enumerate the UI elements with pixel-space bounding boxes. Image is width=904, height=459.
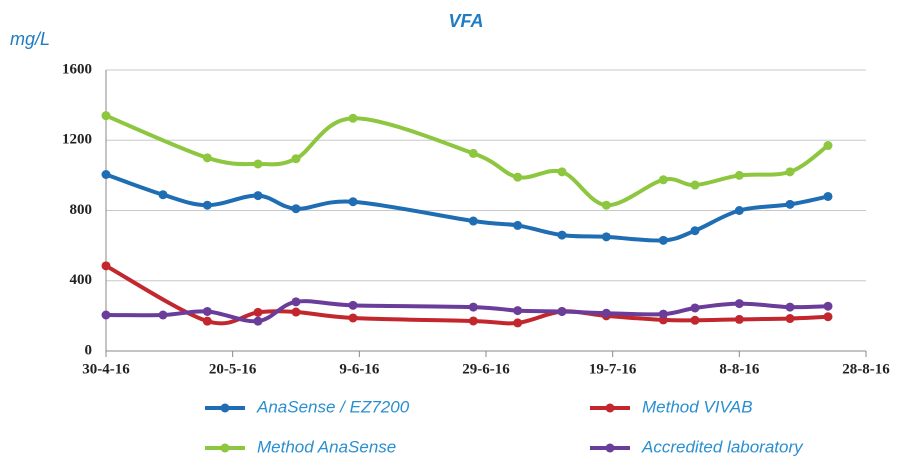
x-tick-label: 9-6-16 xyxy=(339,361,379,377)
x-tick-label: 19-7-16 xyxy=(589,361,637,377)
point xyxy=(468,316,478,326)
point xyxy=(658,235,668,245)
x-tick-label: 20-5-16 xyxy=(209,361,257,377)
y-tick-label: 1200 xyxy=(62,132,92,148)
point xyxy=(785,199,795,209)
point xyxy=(785,167,795,177)
point xyxy=(291,307,301,317)
point xyxy=(557,230,567,240)
y-axis-label: mg/L xyxy=(10,29,50,49)
point xyxy=(468,302,478,312)
point xyxy=(513,306,523,316)
point xyxy=(253,316,263,326)
point xyxy=(158,310,168,320)
x-tick-label: 29-6-16 xyxy=(462,361,510,377)
legend-marker xyxy=(605,443,615,453)
point xyxy=(734,299,744,309)
y-tick-label: 1600 xyxy=(62,61,92,77)
point xyxy=(734,170,744,180)
point xyxy=(513,220,523,230)
point xyxy=(101,111,111,121)
legend-label: AnaSense / EZ7200 xyxy=(256,397,410,416)
point xyxy=(468,216,478,226)
point xyxy=(734,314,744,324)
legend-marker xyxy=(605,403,615,413)
point xyxy=(690,226,700,236)
point xyxy=(202,200,212,210)
point xyxy=(291,297,301,307)
point xyxy=(101,169,111,179)
legend-marker xyxy=(220,403,230,413)
point xyxy=(601,200,611,210)
point xyxy=(690,180,700,190)
x-tick-label: 8-8-16 xyxy=(719,361,759,377)
point xyxy=(101,261,111,271)
point xyxy=(823,301,833,311)
point xyxy=(823,191,833,201)
x-tick-label: 30-4-16 xyxy=(82,361,130,377)
point xyxy=(202,153,212,163)
legend-label: Method AnaSense xyxy=(257,437,396,456)
point xyxy=(823,141,833,151)
point xyxy=(291,154,301,164)
point xyxy=(690,315,700,325)
x-tick-label: 28-8-16 xyxy=(842,361,890,377)
legend-label: Accredited laboratory xyxy=(641,437,804,456)
point xyxy=(557,167,567,177)
point xyxy=(513,172,523,182)
point xyxy=(253,191,263,201)
chart-title: VFA xyxy=(448,11,483,31)
point xyxy=(468,148,478,158)
point xyxy=(690,303,700,313)
point xyxy=(202,316,212,326)
point xyxy=(785,302,795,312)
line xyxy=(105,113,830,208)
legend-marker xyxy=(220,443,230,453)
point xyxy=(658,309,668,319)
point xyxy=(658,175,668,185)
point xyxy=(348,313,358,323)
point xyxy=(158,190,168,200)
point xyxy=(734,206,744,215)
line xyxy=(105,264,829,326)
point xyxy=(253,159,263,169)
point xyxy=(823,312,833,322)
point xyxy=(601,232,611,242)
point xyxy=(101,310,111,320)
point xyxy=(785,314,795,324)
point xyxy=(253,307,263,317)
point xyxy=(202,306,212,316)
point xyxy=(513,318,523,328)
point xyxy=(557,306,567,316)
point xyxy=(348,300,358,310)
y-tick-label: 0 xyxy=(85,342,93,358)
y-tick-label: 400 xyxy=(70,272,93,288)
y-tick-label: 800 xyxy=(70,202,93,218)
line xyxy=(105,172,829,243)
point xyxy=(348,113,358,123)
point xyxy=(348,197,358,207)
point xyxy=(291,204,301,214)
point xyxy=(601,308,611,318)
legend-label: Method VIVAB xyxy=(642,397,753,416)
